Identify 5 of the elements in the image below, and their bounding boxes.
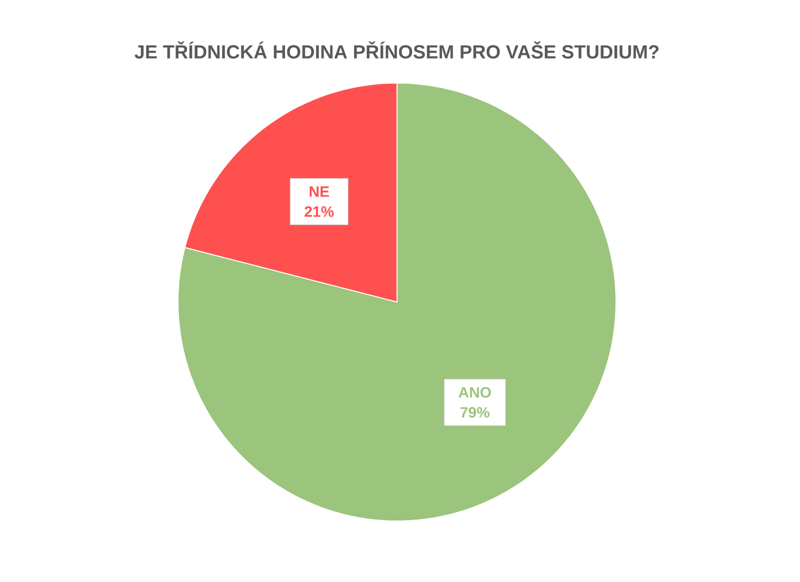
- slice-label: ANO: [458, 387, 491, 398]
- data-label: 21%: [304, 206, 334, 217]
- slice-label: NE: [310, 186, 329, 197]
- chart-title: JE TŘÍDNICKÁ HODINA PŘÍNOSEM PRO VAŠE STUDIUM?: [134, 41, 659, 59]
- data-label: 79%: [460, 407, 490, 418]
